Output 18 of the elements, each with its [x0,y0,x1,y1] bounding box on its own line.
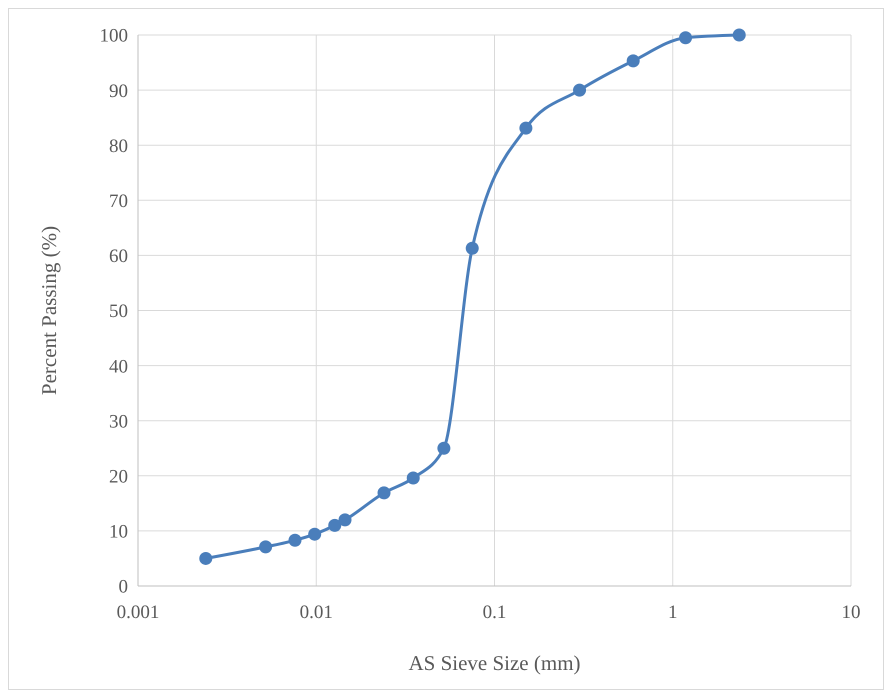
x-tick-label: 0.01 [300,602,333,623]
y-tick-label: 0 [118,576,128,598]
y-tick-label: 60 [109,246,128,268]
y-tick-label: 100 [100,26,128,47]
x-tick-label: 0.1 [482,602,506,623]
x-axis-title: AS Sieve Size (mm) [408,651,581,675]
x-tick-label: 0.001 [116,602,160,623]
x-tick-label: 1 [668,602,678,623]
x-tick-label: 10 [842,602,860,623]
y-tick-label: 10 [109,522,128,543]
y-tick-label: 50 [109,301,128,322]
y-tick-label: 30 [109,411,128,432]
y-tick-label: 90 [109,80,128,102]
y-tick-label: 40 [109,356,128,378]
y-tick-label: 80 [109,136,128,157]
y-tick-label: 20 [109,466,128,488]
y-axis-title: Percent Passing (%) [37,226,61,396]
y-tick-label: 70 [109,190,128,212]
